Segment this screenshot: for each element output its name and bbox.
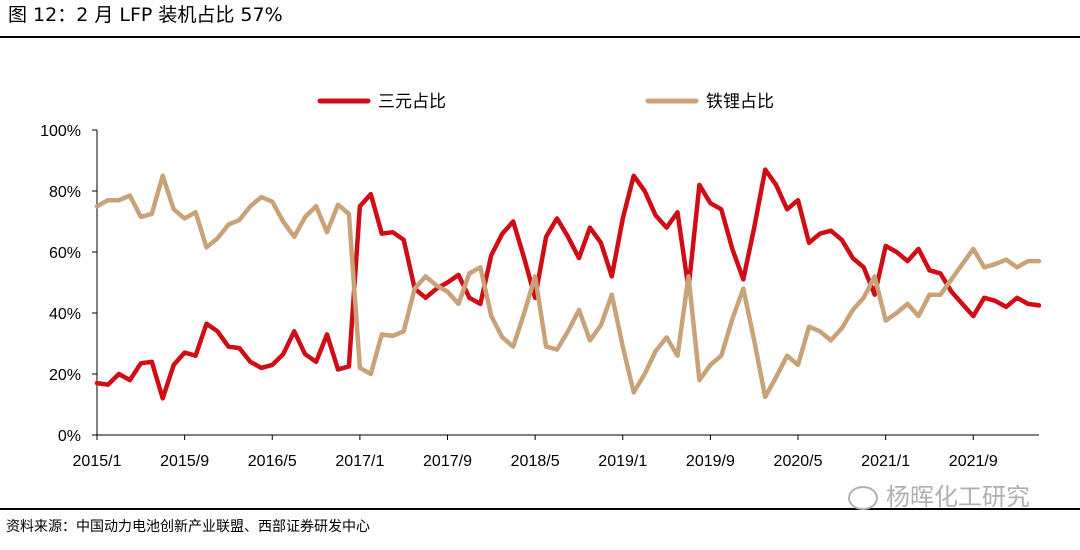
x-tick-label: 2015/1 <box>73 453 122 470</box>
x-tick-label: 2019/1 <box>598 453 647 470</box>
y-tick-label: 80% <box>49 184 81 201</box>
source-note: 资料来源：中国动力电池创新产业联盟、西部证券研发中心 <box>6 519 370 535</box>
x-tick-label: 2020/5 <box>774 453 823 470</box>
y-tick-label: 20% <box>49 367 81 384</box>
line-chart: 0% 20% 40% 60% 80% 100% 2015/1 2015/9 2016/5 2017… <box>40 92 1042 470</box>
legend-label: 三元占比 <box>378 92 446 112</box>
legend-label: 铁锂占比 <box>706 92 774 112</box>
x-tick-label: 2016/5 <box>248 453 297 470</box>
x-tick-label: 2018/5 <box>511 453 560 470</box>
x-tick-label: 2017/1 <box>335 453 384 470</box>
y-tick-label: 40% <box>49 306 81 323</box>
y-tick-label: 100% <box>40 123 81 140</box>
wechat-icon <box>848 486 878 510</box>
series-line-lfp <box>94 173 1042 400</box>
series-layer <box>94 167 1042 401</box>
bottom-rule <box>0 508 1080 510</box>
x-tick-label: 2021/1 <box>861 453 910 470</box>
watermark-text: 杨晖化工研究 <box>886 483 1030 511</box>
chart-title: 图 12：2 月 LFP 装机占比 57% <box>8 4 283 26</box>
x-tick-label: 2021/9 <box>949 453 998 470</box>
y-tick-label: 0% <box>58 428 81 445</box>
x-tick-label: 2019/9 <box>686 453 735 470</box>
x-tick-label: 2015/9 <box>160 453 209 470</box>
x-tick-label: 2017/9 <box>423 453 472 470</box>
legend: 三元占比 铁锂占比 <box>317 92 774 112</box>
series-line-ncm <box>94 167 1042 401</box>
chart-axes: 0% 20% 40% 60% 80% 100% 2015/1 2015/9 2016/5 2017… <box>40 123 1039 470</box>
y-tick-label: 60% <box>49 245 81 262</box>
watermark: 杨晖化工研究 <box>848 482 1030 512</box>
top-rule <box>0 36 1080 38</box>
